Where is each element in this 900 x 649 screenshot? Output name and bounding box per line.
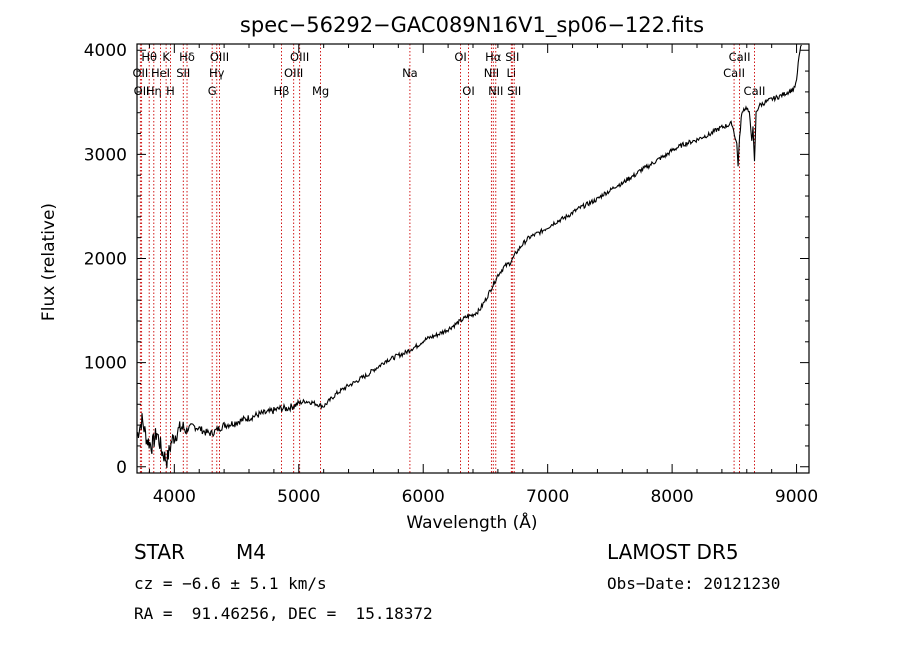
x-axis-ticks: 4000 5000 6000 7000 8000 9000 [148,44,818,507]
line-label-5: K [162,50,170,64]
line-label-12: Hβ [273,84,289,98]
line-label-26: CaII [729,50,751,64]
line-label-25: CaII [723,66,745,80]
x-tick-label-4: 8000 [650,487,693,507]
line-label-21: NII [488,84,503,98]
x-tick-label-2: 6000 [402,487,445,507]
x-tick-label-3: 7000 [526,487,569,507]
y-tick-label-3: 3000 [84,145,127,165]
line-label-17: OI [454,50,466,64]
y-tick-label-0: 0 [116,458,127,478]
line-label-15: Mg [312,84,329,98]
line-label-22: Li [507,66,517,80]
plot-frame [136,43,810,474]
line-label-23: SII [505,50,519,64]
chart-title: spec−56292−GAC089N16V1_sp06−122.fits [240,13,704,38]
y-axis-label: Flux (relative) [39,203,59,321]
line-label-8: Hδ [179,50,195,64]
line-label-19: NII [484,66,499,80]
line-label-0: OII [132,66,148,80]
y-axis-ticks: 0 1000 2000 3000 4000 [84,41,809,478]
line-label-27: CaII [744,84,766,98]
line-label-2: Hθ [141,50,157,64]
x-tick-label-5: 9000 [775,487,818,507]
line-label-4: HeI [151,66,170,80]
line-label-14: OIII [290,50,309,64]
y-tick-label-4: 4000 [84,41,127,61]
line-label-6: H [166,84,175,98]
object-class: STAR [134,540,185,564]
line-label-18: OI [462,84,474,98]
line-label-3: Hη [146,84,162,98]
line-label-9: G [208,84,217,98]
line-label-10: Hγ [209,66,225,80]
spectrum-series-line [136,44,802,468]
line-label-24: SII [507,84,521,98]
sky-coordinates: RA = 91.46256, DEC = 15.18372 [134,604,433,623]
line-label-7: SII [176,66,190,80]
redshift-velocity: cz = −6.6 ± 5.1 km/s [134,574,327,593]
survey-name: LAMOST DR5 [607,540,739,564]
spectral-line-markers: OIIOIIHθHηHeIKHSIIHδGHγOIIIHβOIIIOIIIMgN… [132,44,765,473]
x-axis-label: Wavelength (Å) [406,511,537,533]
y-tick-label-1: 1000 [84,354,127,374]
object-subclass: M4 [236,540,266,564]
line-label-20: Hα [485,50,502,64]
line-label-16: Na [402,66,418,80]
observation-date: Obs−Date: 20121230 [607,574,781,593]
line-label-13: OIII [284,66,303,80]
x-tick-label-0: 4000 [153,487,196,507]
x-tick-label-1: 5000 [277,487,320,507]
y-tick-label-2: 2000 [84,250,127,270]
line-label-11: OIII [210,50,229,64]
line-label-1: OII [134,84,150,98]
